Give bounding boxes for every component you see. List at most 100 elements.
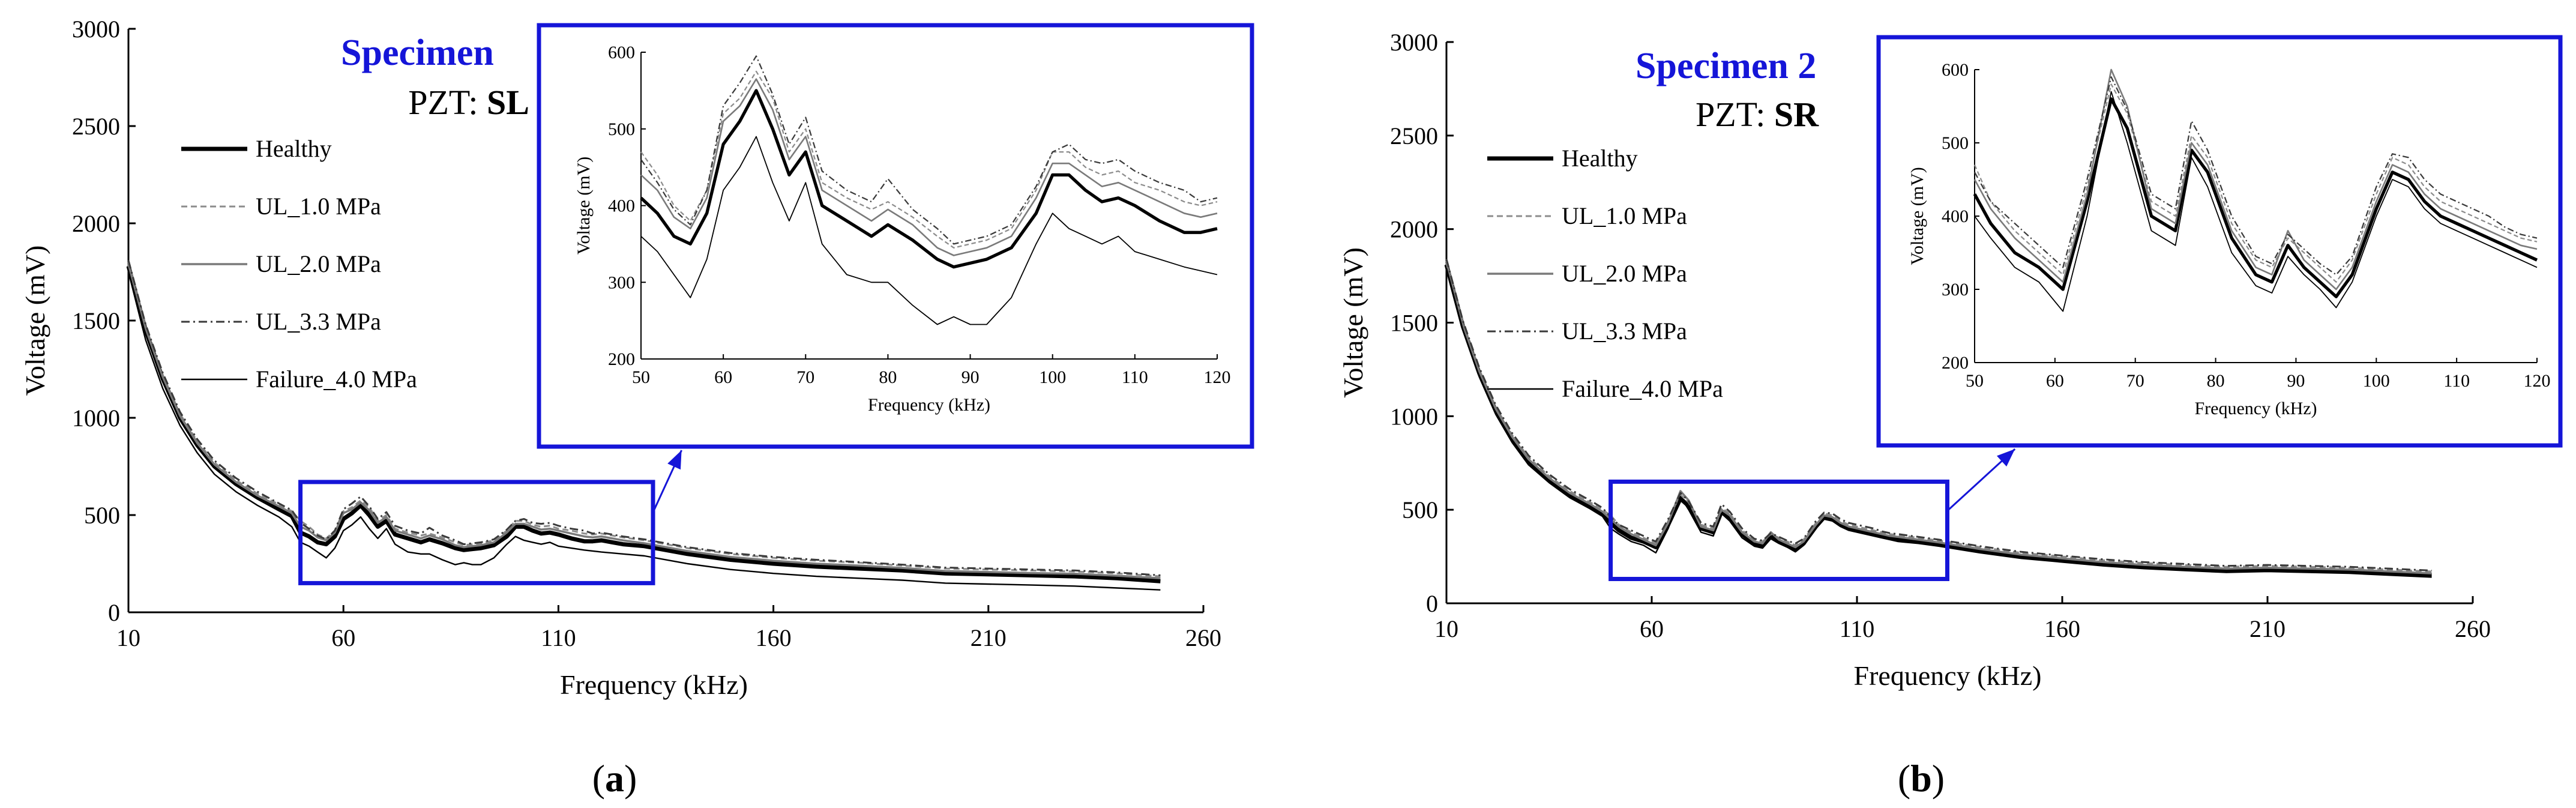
x-tick-label: 60: [1640, 615, 1664, 642]
inset-x-tick-label: 110: [2443, 371, 2470, 391]
inset: 200 300 400 500 600 50 60 70 80 90 100 110 120 Freque…: [1876, 35, 2563, 448]
caption-open: (: [1898, 757, 1910, 800]
legend-label-0: Healthy: [1562, 145, 1638, 172]
x-tick-label: 10: [1434, 615, 1458, 642]
inset-y-tick-label: 600: [1942, 60, 1969, 80]
panel-a: 0 500 1000 1500 2000 2500 3000 10 60 110 160 210 260…: [20, 16, 1254, 800]
pzt-label: PZT: SL: [408, 83, 529, 122]
inset-series-4: [640, 136, 1218, 325]
caption-letter: a: [605, 757, 624, 800]
inset-x-tick-label: 90: [2287, 371, 2305, 391]
y-axis-title: Voltage (mV): [20, 246, 50, 396]
inset-series-4: [1974, 91, 2538, 312]
inset-x-tick-label: 90: [961, 367, 980, 387]
inset-y-tick-label: 500: [608, 119, 635, 139]
inset-series-0: [640, 89, 1218, 269]
inset-series-2: [640, 78, 1218, 256]
y-tick-label: 0: [1426, 590, 1438, 617]
zoom-region-box: [298, 480, 655, 585]
inset-y-axis-title: Voltage (mV): [574, 157, 594, 255]
inset: 200 300 400 500 600 50 60 70 80 90 100 110 120 Freque…: [537, 23, 1254, 449]
legend-label-3: UL_3.3 MPa: [1562, 318, 1687, 345]
x-tick-label: 110: [1840, 615, 1875, 642]
main-series-1: [1445, 261, 2432, 573]
legend-label-1: UL_1.0 MPa: [1562, 202, 1687, 229]
inset-x-axis-title: Frequency (kHz): [2194, 399, 2317, 418]
y-axis-title: Voltage (mV): [1338, 247, 1368, 398]
zoom-arrow-head: [1996, 449, 2015, 467]
specimen-title: Specimen: [341, 32, 494, 73]
inset-series-0: [1973, 97, 2538, 298]
legend-label-2: UL_2.0 MPa: [1562, 260, 1687, 287]
inset-x-tick-label: 60: [2046, 371, 2064, 391]
legend-label-0: Healthy: [256, 135, 332, 162]
legend-label-3: UL_3.3 MPa: [256, 308, 381, 335]
y-tick-label: 1500: [1390, 310, 1438, 337]
y-tick-label: 500: [1402, 496, 1438, 523]
caption-letter: b: [1910, 757, 1932, 800]
panel-caption: (b): [1898, 757, 1945, 800]
main-series-1: [127, 262, 1161, 577]
x-tick-label: 210: [2249, 615, 2286, 642]
pzt-prefix: PZT:: [408, 83, 487, 122]
caption-open: (: [592, 757, 605, 800]
y-tick-label: 2000: [1390, 216, 1438, 243]
main-series-0: [1444, 264, 2432, 577]
inset-series-3: [640, 55, 1218, 245]
inset-series-1: [1973, 83, 2538, 283]
y-tick-label: 500: [84, 502, 120, 529]
x-tick-label: 110: [541, 624, 576, 651]
pzt-name: SR: [1774, 95, 1819, 134]
legend-label-4: Failure_4.0 MPa: [1562, 375, 1723, 402]
x-axis-title: Frequency (kHz): [1854, 660, 2042, 691]
inset-x-tick-label: 120: [2524, 371, 2551, 391]
main-series-2: [1445, 262, 2432, 574]
inset-y-tick-label: 400: [1942, 207, 1969, 226]
inset-series-2: [1973, 68, 2538, 291]
specimen-title: Specimen 2: [1636, 46, 1816, 86]
inset-y-tick-label: 500: [1942, 133, 1969, 153]
y-tick-label: 1500: [72, 307, 120, 334]
y-tick-label: 3000: [1390, 29, 1438, 56]
inset-x-tick-label: 70: [2126, 371, 2144, 391]
inset-x-tick-label: 110: [1122, 367, 1148, 387]
inset-x-tick-label: 80: [2207, 371, 2225, 391]
legend: Healthy UL_1.0 MPa UL_2.0 MPa UL_3.3 MPa Fai…: [1487, 145, 1723, 402]
y-tick-label: 2500: [72, 113, 120, 140]
caption-close: ): [1932, 757, 1945, 800]
y-tick-label: 1000: [72, 405, 120, 432]
inset-y-axis-title: Voltage (mV): [1907, 167, 1927, 265]
x-tick-label: 160: [756, 624, 792, 651]
caption-close: ): [624, 757, 637, 800]
x-tick-label: 160: [2044, 615, 2080, 642]
legend-label-1: UL_1.0 MPa: [256, 193, 381, 220]
pzt-name: SL: [487, 83, 529, 122]
y-tick-label: 2000: [72, 210, 120, 237]
inset-x-tick-label: 120: [1204, 367, 1231, 387]
y-tick-label: 3000: [72, 16, 120, 43]
inset-series-3: [1974, 76, 2538, 276]
inset-series-1: [640, 70, 1218, 249]
inset-y-tick-label: 200: [1942, 353, 1969, 373]
x-axis-title: Frequency (kHz): [560, 669, 748, 700]
inset-x-tick-label: 50: [1966, 371, 1984, 391]
legend-label-2: UL_2.0 MPa: [256, 250, 381, 277]
inset-x-tick-label: 100: [1039, 367, 1066, 387]
main-series-3: [127, 260, 1161, 576]
main-series-2: [127, 264, 1161, 580]
x-tick-label: 260: [2455, 615, 2491, 642]
panel-caption: (a): [592, 757, 637, 800]
inset-x-axis-title: Frequency (kHz): [868, 395, 990, 415]
inset-x-tick-label: 100: [2363, 371, 2390, 391]
inset-frame: [1876, 35, 2563, 448]
y-tick-label: 2500: [1390, 122, 1438, 149]
inset-y-tick-label: 200: [608, 349, 635, 369]
zoom-region-box: [1608, 479, 1949, 581]
pzt-prefix: PZT:: [1696, 95, 1774, 134]
inset-y-tick-label: 300: [1942, 280, 1969, 300]
main-series-4: [1445, 268, 2432, 578]
inset-frame: [537, 23, 1254, 449]
inset-x-tick-label: 70: [796, 367, 814, 387]
main-series-3: [1445, 259, 2432, 571]
